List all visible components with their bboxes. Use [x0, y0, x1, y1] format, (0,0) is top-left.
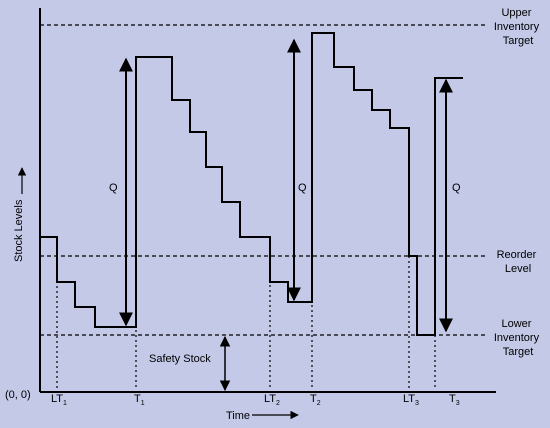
y-axis-label: Stock Levels — [13, 199, 25, 262]
q-label-1: Q — [109, 182, 118, 194]
tick-t3: T3 — [449, 393, 460, 407]
safety-stock-label: Safety Stock — [149, 353, 211, 365]
q-label-3: Q — [452, 182, 461, 194]
tick-t1: T1 — [134, 393, 145, 407]
tick-lt1: LT1 — [51, 393, 67, 407]
x-tick-labels: LT1 T1 LT2 T2 LT3 T3 — [51, 393, 460, 407]
lower-target-label: Lower Inventory Target — [494, 318, 542, 358]
x-axis-label: Time — [226, 410, 250, 422]
origin-label: (0, 0) — [5, 389, 31, 401]
stock-level-line — [40, 32, 463, 336]
vertical-guides — [56, 256, 436, 390]
tick-t2: T2 — [310, 393, 321, 407]
tick-lt3: LT3 — [403, 393, 419, 407]
reorder-level-label: Reorder Level — [497, 249, 540, 275]
q-label-2: Q — [298, 182, 307, 194]
upper-target-label: Upper Inventory Target — [494, 7, 542, 47]
tick-lt2: LT2 — [264, 393, 280, 407]
